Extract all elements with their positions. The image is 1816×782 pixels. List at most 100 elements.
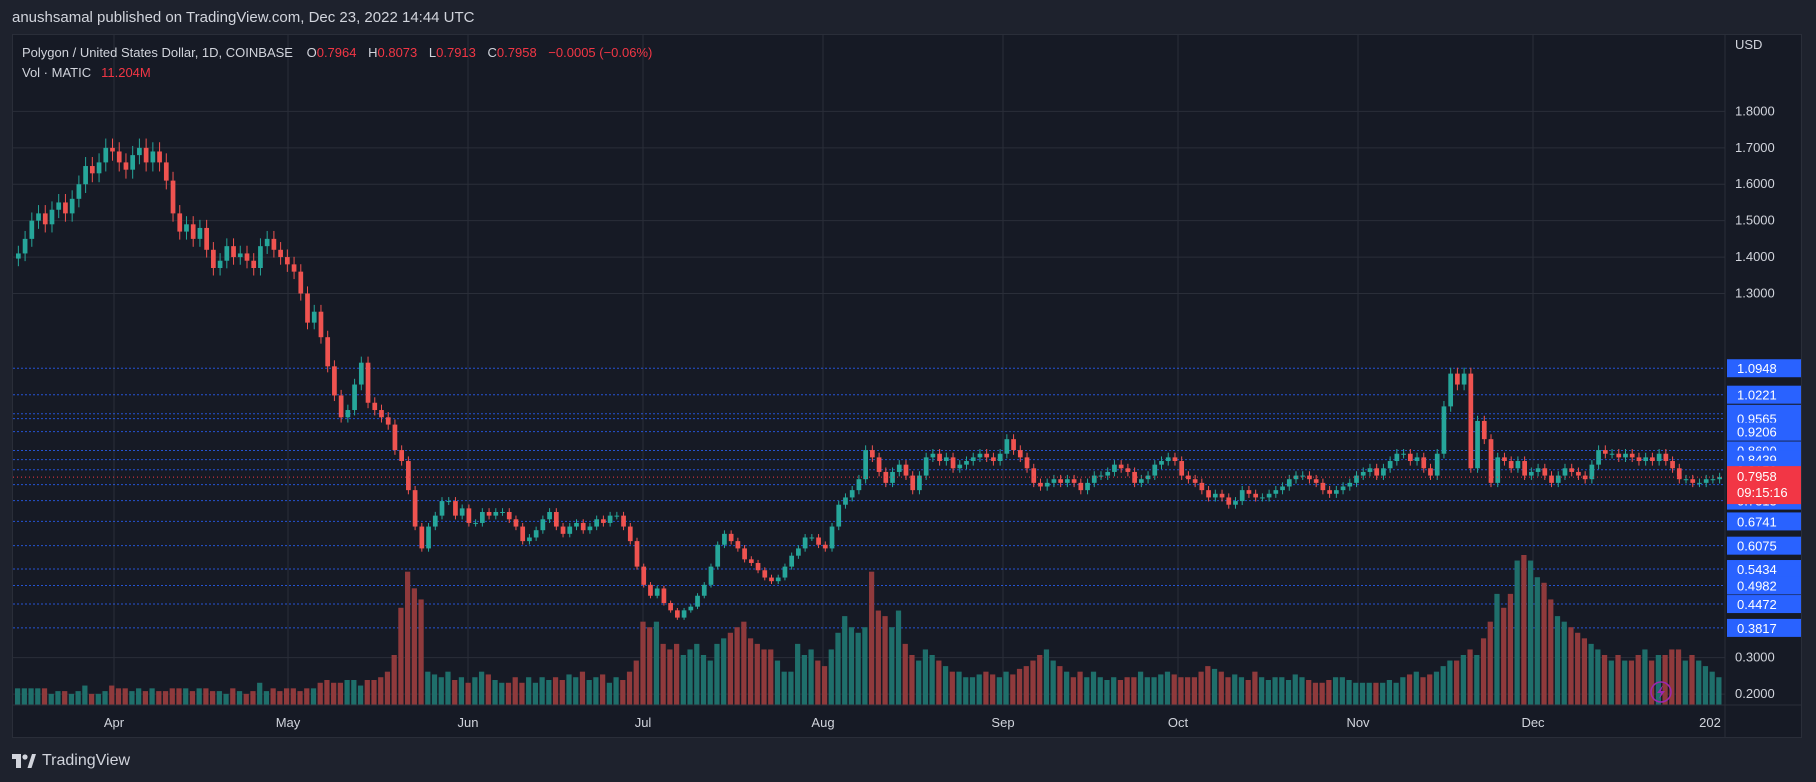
volume-bar xyxy=(1043,649,1050,705)
candle-body xyxy=(1670,461,1675,469)
volume-bar xyxy=(1386,680,1393,705)
volume-bar xyxy=(1507,593,1514,705)
level-price-label: 0.6075 xyxy=(1737,539,1777,554)
candle-body xyxy=(742,548,747,560)
candle-body xyxy=(1508,461,1514,469)
candle-body xyxy=(338,395,344,418)
candle-body xyxy=(16,253,21,259)
volume-bar xyxy=(290,688,296,705)
volume-bar xyxy=(768,649,774,705)
symbol-title[interactable]: Polygon / United States Dollar, 1D, COIN… xyxy=(22,45,293,60)
level-price-tag[interactable] xyxy=(1727,536,1801,555)
level-price-tag[interactable] xyxy=(1727,618,1801,637)
volume-bar xyxy=(842,616,848,705)
volume-bar xyxy=(1164,671,1171,705)
candle-body xyxy=(1206,490,1211,498)
volume-bar xyxy=(1642,649,1648,705)
volume-bar xyxy=(1380,682,1386,705)
volume-bar xyxy=(28,688,34,705)
last-price-label: 0.7958 xyxy=(1737,469,1777,484)
candle-body xyxy=(42,213,48,225)
volume-bar xyxy=(626,671,633,705)
level-price-tag[interactable] xyxy=(1727,359,1801,378)
volume-bar xyxy=(1198,671,1204,705)
candle-body xyxy=(977,453,983,458)
volume-bar xyxy=(1252,671,1258,705)
tradingview-brand: TradingView xyxy=(42,752,131,769)
candle-body xyxy=(1609,453,1615,455)
time-tick-label: Jul xyxy=(635,715,652,730)
candle-body xyxy=(1145,475,1151,480)
candle-body xyxy=(1569,468,1575,472)
volume-bar xyxy=(1332,677,1339,705)
candle-body xyxy=(1044,482,1050,487)
level-price-tag[interactable] xyxy=(1727,576,1801,595)
volume-bar xyxy=(283,688,290,705)
candle-body xyxy=(822,544,828,549)
candle-body xyxy=(634,541,640,567)
low-label: L xyxy=(428,45,437,60)
volume-bar xyxy=(364,680,370,705)
volume-bar xyxy=(1057,666,1063,705)
candle-body xyxy=(1347,482,1353,487)
volume-bar xyxy=(1581,638,1588,705)
volume-bar xyxy=(1064,671,1070,705)
price-tick-label: 1.6000 xyxy=(1735,176,1775,191)
volume-bar xyxy=(916,660,922,705)
volume-bar xyxy=(1366,682,1372,705)
candle-body xyxy=(769,577,774,582)
candle-body xyxy=(506,511,512,520)
volume-bar xyxy=(1541,582,1547,705)
volume-bar xyxy=(1669,649,1675,705)
volume-bar xyxy=(1662,655,1668,705)
candle-body xyxy=(479,511,485,523)
candle-body xyxy=(1529,471,1534,476)
candle-body xyxy=(1091,475,1097,483)
candle-body xyxy=(748,559,754,563)
level-price-tag[interactable] xyxy=(1727,560,1801,579)
volume-bar xyxy=(519,682,525,705)
candle-body xyxy=(29,220,35,239)
volume-bar xyxy=(1716,677,1722,705)
volume-bar xyxy=(1675,649,1682,705)
volume-bar xyxy=(129,691,135,705)
candle-body xyxy=(56,202,62,210)
volume-bar xyxy=(257,682,263,705)
candle-body xyxy=(318,311,324,338)
level-price-tag[interactable] xyxy=(1727,422,1801,441)
candle-body xyxy=(567,526,573,534)
volume-bar xyxy=(741,621,747,705)
volume-bar xyxy=(1279,677,1285,705)
volume-bar xyxy=(1178,677,1184,705)
level-price-tag[interactable] xyxy=(1727,512,1801,531)
candle-body xyxy=(701,584,707,596)
chart-frame[interactable]: USD 1.8000 1.7000 1.6000 1.5000 1.4000 1.3000 0… xyxy=(12,34,1802,738)
candle-body xyxy=(432,515,438,527)
volume-bar xyxy=(1447,660,1453,705)
volume-bar xyxy=(647,627,653,705)
lightning-icon[interactable] xyxy=(1650,681,1672,703)
level-price-tag[interactable] xyxy=(1727,595,1801,614)
volume-bar xyxy=(552,677,559,705)
candle-body xyxy=(957,464,963,469)
level-price-tag[interactable] xyxy=(1727,385,1801,404)
level-price-label: 0.9206 xyxy=(1737,425,1777,440)
last-price-tag[interactable] xyxy=(1727,466,1801,505)
candle-body xyxy=(809,537,815,539)
candle-body xyxy=(325,337,331,367)
candle-body xyxy=(520,526,526,542)
candle-body xyxy=(284,257,290,265)
candle-body xyxy=(1233,501,1238,505)
volume-bar xyxy=(754,643,760,705)
volume-bar xyxy=(700,655,707,705)
tradingview-logo[interactable]: TradingView xyxy=(12,750,130,772)
volume-label[interactable]: Vol · MATIC xyxy=(22,65,92,80)
open-value: 0.7964 xyxy=(316,45,357,60)
candle-body xyxy=(426,526,431,549)
volume-bar xyxy=(472,677,478,705)
candle-body xyxy=(1381,468,1386,476)
volume-bar xyxy=(526,677,532,705)
candle-body xyxy=(1159,461,1164,465)
candle-body xyxy=(903,464,909,476)
candlestick-chart[interactable]: USD 1.8000 1.7000 1.6000 1.5000 1.4000 1.3000 0… xyxy=(13,35,1801,737)
